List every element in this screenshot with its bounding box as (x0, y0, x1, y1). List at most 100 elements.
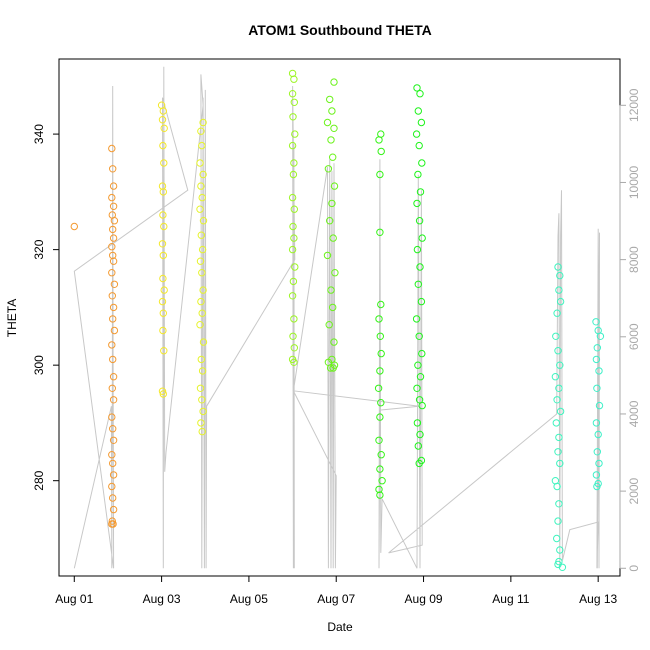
data-point (413, 84, 421, 92)
data-point (158, 116, 167, 124)
data-point (415, 459, 423, 468)
data-point (291, 130, 299, 138)
point-group-aug03 (157, 101, 168, 398)
data-point (552, 419, 560, 427)
data-point (109, 396, 118, 404)
data-point (108, 482, 116, 491)
data-point (198, 141, 206, 150)
data-point (593, 482, 601, 491)
data-point (326, 95, 334, 104)
data-point (290, 344, 298, 352)
data-point (323, 118, 332, 127)
data-point (109, 234, 118, 242)
data-point (290, 75, 298, 83)
data-point (592, 419, 601, 427)
data-point (415, 217, 424, 225)
data-point (159, 107, 168, 115)
point-group-aug07 (323, 78, 339, 372)
y-tick-label: 320 (32, 239, 46, 259)
data-point (331, 269, 339, 277)
depth-profile-layer (73, 66, 600, 569)
data-point (109, 225, 117, 234)
data-point (416, 373, 425, 381)
data-point (377, 300, 385, 309)
data-point (377, 451, 385, 459)
data-point (555, 286, 563, 294)
data-point (198, 396, 206, 404)
data-point (413, 384, 421, 392)
data-point (330, 338, 338, 346)
data-point (556, 297, 565, 306)
data-point (291, 263, 299, 271)
data-point (595, 401, 604, 410)
data-point (414, 442, 422, 450)
chart-title: ATOM1 Southbound THETA (248, 22, 432, 38)
data-point (158, 297, 167, 306)
data-point (109, 303, 118, 312)
data-point (377, 147, 385, 156)
y2-tick-label: 2000 (627, 477, 641, 504)
data-point (558, 563, 567, 571)
data-point (70, 222, 79, 231)
data-point (376, 332, 384, 340)
data-point (328, 199, 336, 208)
y2-tick-label: 10000 (627, 165, 641, 199)
point-group-aug06 (288, 69, 299, 366)
data-point (375, 485, 383, 494)
data-point (198, 193, 206, 202)
data-point (326, 217, 334, 225)
data-point (197, 182, 205, 190)
data-point (416, 263, 424, 271)
data-point (415, 332, 423, 340)
data-point (594, 430, 602, 439)
point-group-aug12 (551, 263, 567, 571)
data-point (108, 243, 116, 251)
data-point (416, 188, 425, 196)
data-point (418, 349, 426, 358)
data-point (375, 436, 383, 444)
data-point (418, 159, 426, 167)
data-point (413, 419, 422, 427)
data-point (376, 170, 384, 179)
data-point (596, 332, 605, 340)
data-point (198, 269, 206, 277)
data-point (196, 384, 205, 392)
data-point (108, 292, 117, 300)
point-group-aug13 (592, 318, 605, 491)
data-point (288, 141, 297, 150)
data-point (198, 427, 206, 436)
data-point (108, 384, 117, 392)
y-tick-label: 340 (32, 124, 46, 144)
data-point (196, 257, 205, 265)
data-point (109, 373, 118, 381)
y2-tick-label: 4000 (627, 400, 641, 427)
data-point (110, 217, 119, 225)
data-point (108, 517, 117, 525)
data-point (289, 170, 298, 179)
data-point (159, 211, 167, 219)
y2-tick-label: 6000 (627, 323, 641, 350)
data-point (374, 384, 383, 392)
data-point (289, 222, 297, 231)
data-point (554, 347, 562, 355)
data-point (160, 124, 168, 133)
y-tick-label: 280 (32, 470, 46, 490)
data-point (109, 494, 117, 502)
data-point (159, 390, 168, 398)
data-point (159, 141, 167, 150)
data-point (418, 234, 426, 242)
data-point (418, 401, 426, 410)
data-point (290, 159, 298, 167)
data-point (376, 465, 384, 473)
data-point (199, 118, 207, 127)
data-point (289, 332, 297, 340)
x-tick-label: Aug 07 (317, 592, 355, 606)
data-point (323, 251, 332, 260)
data-point (555, 500, 563, 508)
x-tick-label: Aug 01 (55, 592, 93, 606)
data-point (109, 355, 117, 364)
data-point (324, 165, 333, 173)
data-point (417, 118, 426, 127)
data-point (414, 361, 422, 369)
